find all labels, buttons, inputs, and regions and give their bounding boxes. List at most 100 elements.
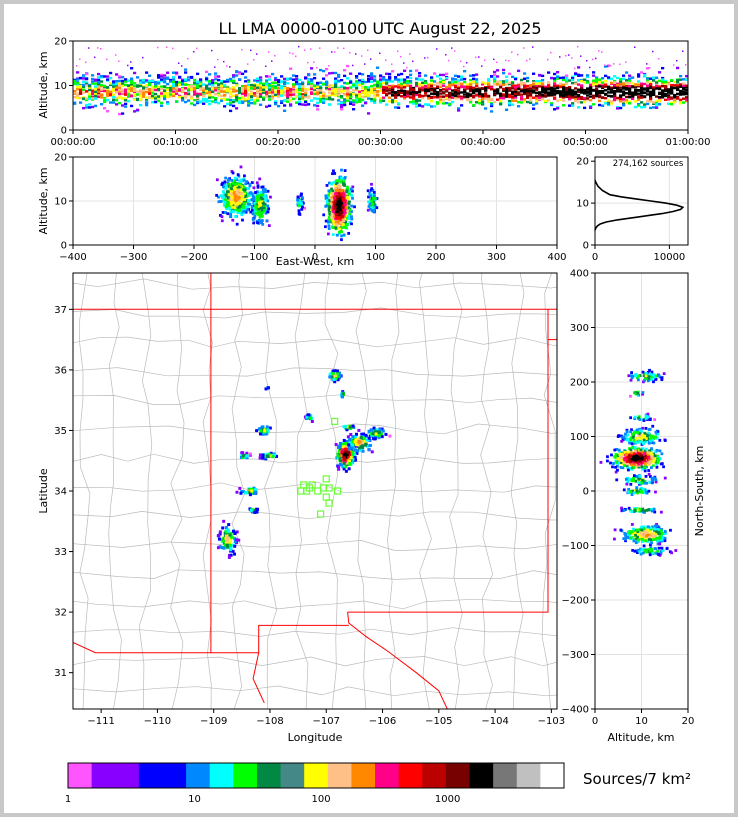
time-height-source-cell [268, 89, 272, 93]
east-west-source-cell [243, 198, 247, 201]
east-west-source-cell [251, 212, 255, 216]
time-height-source-cell [157, 85, 161, 89]
time-height-source-cell [100, 83, 104, 87]
time-height-source-cell [82, 80, 86, 84]
time-height-source-cell [184, 100, 188, 104]
time-height-source-cell [421, 96, 425, 100]
time-height-source-cell [268, 88, 272, 91]
time-height-source-cell [424, 80, 428, 83]
time-height-source-cell [292, 90, 296, 93]
time-height-source-cell [511, 103, 515, 106]
east-west-source-cell [255, 190, 259, 194]
time-height-source-cell [610, 81, 614, 85]
time-height-source-cell [271, 72, 275, 76]
county-line [419, 273, 432, 709]
plan-view-source-cell [248, 452, 252, 456]
east-west-source-cell [325, 184, 329, 187]
time-height-source-cell [472, 86, 476, 90]
time-height-source-cell [448, 95, 452, 99]
time-height-source-cell [220, 94, 224, 98]
plan-view-source-cell [365, 438, 369, 442]
time-height-source-cell [265, 79, 269, 82]
time-height-source-cell [595, 76, 599, 79]
east-west-source-cell [231, 181, 235, 185]
time-height-source-cell [217, 83, 221, 86]
time-height-source-cell [661, 84, 665, 88]
time-height-source-cell [427, 85, 431, 88]
time-height-source-cell [166, 46, 168, 48]
plan-view-source-cell [240, 454, 244, 458]
time-height-source-cell [304, 93, 308, 97]
time-height-source-cell [172, 47, 174, 50]
time-height-source-cell [409, 84, 413, 88]
time-height-source-cell [577, 66, 581, 69]
time-height-source-cell [322, 97, 326, 101]
county-line [170, 273, 185, 709]
time-height-source-cell [319, 100, 323, 103]
time-height-source-cell [187, 84, 191, 87]
plan-view-source-cell [332, 376, 336, 380]
time-height-source-cell [139, 93, 143, 96]
east-west-source-cell [368, 207, 372, 211]
time-height-source-cell [394, 106, 398, 109]
time-height-source-cell [499, 83, 503, 86]
time-height-source-cell [382, 81, 386, 85]
time-height-source-cell [286, 91, 290, 94]
east-west-source-cell [230, 187, 233, 191]
time-height-source-cell [559, 76, 563, 80]
time-height-source-cell [649, 83, 653, 86]
time-height-source-cell [628, 90, 632, 94]
plan-view-source-cell [348, 447, 352, 451]
time-height-source-cell [412, 94, 416, 98]
time-height-source-cell [640, 82, 644, 85]
time-height-source-cell [571, 102, 575, 105]
time-height-source-cell [652, 102, 656, 106]
east-west-source-cell [266, 199, 270, 203]
time-height-source-cell [136, 108, 140, 112]
time-height-source-cell [352, 83, 356, 87]
time-height-source-cell [409, 81, 413, 84]
time-height-source-cell [412, 100, 416, 103]
time-height-source-cell [166, 91, 170, 95]
time-height-source-cell [148, 87, 152, 91]
time-height-source-cell [331, 71, 335, 75]
time-height-source-cell [292, 78, 296, 82]
time-height-source-cell [376, 93, 380, 97]
east-west-source-cell [342, 210, 346, 213]
time-height-source-cell [541, 85, 545, 88]
time-height-source-cell [349, 97, 353, 100]
time-height-source-cell [220, 79, 224, 83]
east-west-source-cell [264, 211, 268, 215]
time-height-source-cell [637, 83, 641, 87]
east-west-source-cell [343, 169, 347, 172]
time-height-source-cell [460, 75, 464, 79]
time-height-source-cell [478, 56, 480, 58]
time-height-source-cell [598, 91, 602, 95]
time-height-source-cell [97, 85, 101, 88]
time-height-source-cell [118, 101, 122, 105]
time-height-source-cell [418, 95, 422, 98]
time-height-source-cell [517, 82, 521, 86]
east-west-source-cell [346, 204, 350, 207]
time-height-source-cell [298, 100, 302, 104]
east-west-source-cell [298, 213, 302, 216]
time-height-source-cell [232, 86, 236, 89]
plan-view-source-cell [345, 445, 349, 449]
time-height-source-cell [415, 93, 419, 97]
plan-view-source-cell [348, 462, 352, 466]
time-height-source-cell [607, 100, 611, 104]
time-height-source-cell [433, 96, 437, 99]
east-west-source-cell [261, 222, 265, 226]
time-height-source-cell [610, 87, 614, 90]
time-height-xtick-label: 00:30:00 [358, 137, 403, 148]
time-height-source-cell [163, 93, 167, 96]
east-west-source-cell [243, 202, 247, 205]
time-height-source-cell [262, 96, 266, 99]
plan-view-source-cell [354, 432, 358, 436]
time-height-source-cell [157, 46, 159, 49]
time-height-source-cell [367, 88, 371, 92]
county-line [73, 656, 557, 667]
east-west-source-cell [242, 206, 245, 209]
east-west-source-cell [266, 210, 270, 214]
time-height-source-cell [169, 88, 173, 91]
